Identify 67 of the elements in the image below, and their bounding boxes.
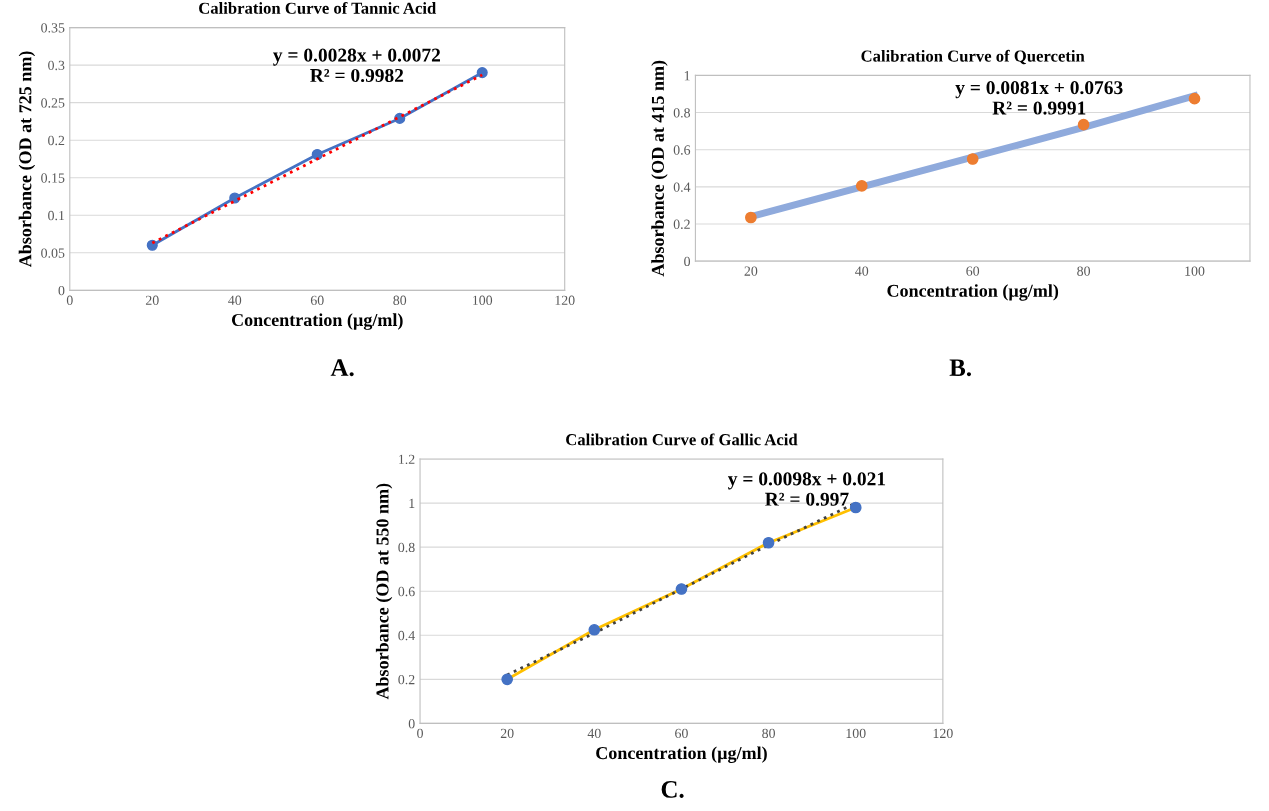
chart-title: Calibration Curve of Gallic Acid — [566, 433, 798, 446]
point — [1188, 92, 1201, 105]
point — [745, 211, 757, 224]
y-tick-label: 0 — [684, 256, 691, 267]
x-tick-label: 20 — [500, 728, 514, 739]
x-tick-label: 0 — [417, 728, 423, 739]
point — [501, 673, 514, 686]
y-tick-label: 0.3 — [48, 60, 65, 71]
chart-title: Calibration Curve of Quercetin — [861, 49, 1085, 65]
y-tick-label: 0.6 — [398, 586, 415, 597]
y-tick-label: 0.6 — [673, 145, 691, 155]
point — [966, 153, 979, 165]
y-tick-label: 1.2 — [399, 454, 415, 465]
x-tick-label: 60 — [675, 728, 688, 739]
x-tick-label: 40 — [587, 728, 601, 739]
text: C. — [661, 781, 684, 798]
point — [146, 239, 158, 251]
x-tick-label: 100 — [473, 295, 493, 305]
y-tick-label: 0.4 — [673, 182, 691, 192]
point — [311, 148, 323, 161]
x-tick-label: 40 — [228, 295, 242, 305]
y-axis-title: Absorbance (OD at 415 nm) — [651, 60, 668, 277]
y-tick-label: 1 — [409, 498, 415, 508]
x-axis-title: Concentration (µg/ml) — [231, 313, 403, 330]
y-axis-title: Absorbance (OD at 725 nm) — [18, 51, 36, 268]
text: A. — [330, 359, 354, 377]
x-tick-label: 100 — [846, 728, 866, 739]
y-tick-label: 1 — [684, 71, 690, 81]
x-tick-label: 120 — [555, 295, 575, 305]
y-tick-label: 0.1 — [48, 210, 65, 221]
y-axis-title: Absorbance (OD at 550 nm) — [375, 483, 393, 700]
x-tick-label: 60 — [966, 266, 980, 276]
point — [588, 623, 601, 636]
text: B. — [949, 359, 971, 377]
x-tick-label: 100 — [1185, 266, 1205, 276]
x-tick-label: 80 — [1077, 266, 1091, 276]
y-tick-label: 0.2 — [673, 219, 690, 230]
x-tick-label: 120 — [933, 728, 953, 739]
x-tick-label: 80 — [393, 295, 407, 305]
x-tick-label: 60 — [310, 295, 324, 305]
x-tick-label: 20 — [145, 295, 159, 305]
x-tick-label: 20 — [744, 266, 758, 276]
y-tick-label: 0 — [58, 285, 65, 296]
y-tick-label: 0.8 — [673, 108, 691, 118]
point — [675, 583, 688, 595]
y-tick-label: 0 — [408, 718, 415, 729]
y-tick-label: 0.35 — [41, 23, 65, 33]
y-tick-label: 0.15 — [41, 173, 65, 183]
y-tick-label: 0.05 — [41, 248, 65, 258]
y-tick-label: 0.4 — [398, 630, 415, 641]
y-tick-label: 0.25 — [41, 98, 65, 108]
annotation: y = 0.0081x + 0.0763 R² = 0.9991 — [955, 81, 1123, 115]
point — [849, 501, 862, 514]
x-tick-label: 0 — [66, 295, 73, 305]
point — [1077, 118, 1090, 131]
annotation: y = 0.0028x + 0.0072 R² = 0.9982 — [273, 48, 440, 83]
point — [855, 180, 868, 192]
x-axis-title: Concentration (µg/ml) — [887, 284, 1059, 301]
y-tick-label: 0.8 — [398, 542, 415, 553]
x-axis-title: Concentration (µg/ml) — [596, 746, 767, 763]
x-tick-label: 40 — [855, 266, 869, 276]
chart-title: Calibration Curve of Tannic Acid — [199, 1, 437, 14]
annotation: y = 0.0098x + 0.021 R² = 0.997 — [727, 472, 886, 506]
x-tick-label: 80 — [762, 728, 776, 739]
y-tick-label: 0.2 — [398, 674, 415, 685]
y-tick-label: 0.2 — [48, 135, 65, 146]
point — [762, 536, 775, 549]
